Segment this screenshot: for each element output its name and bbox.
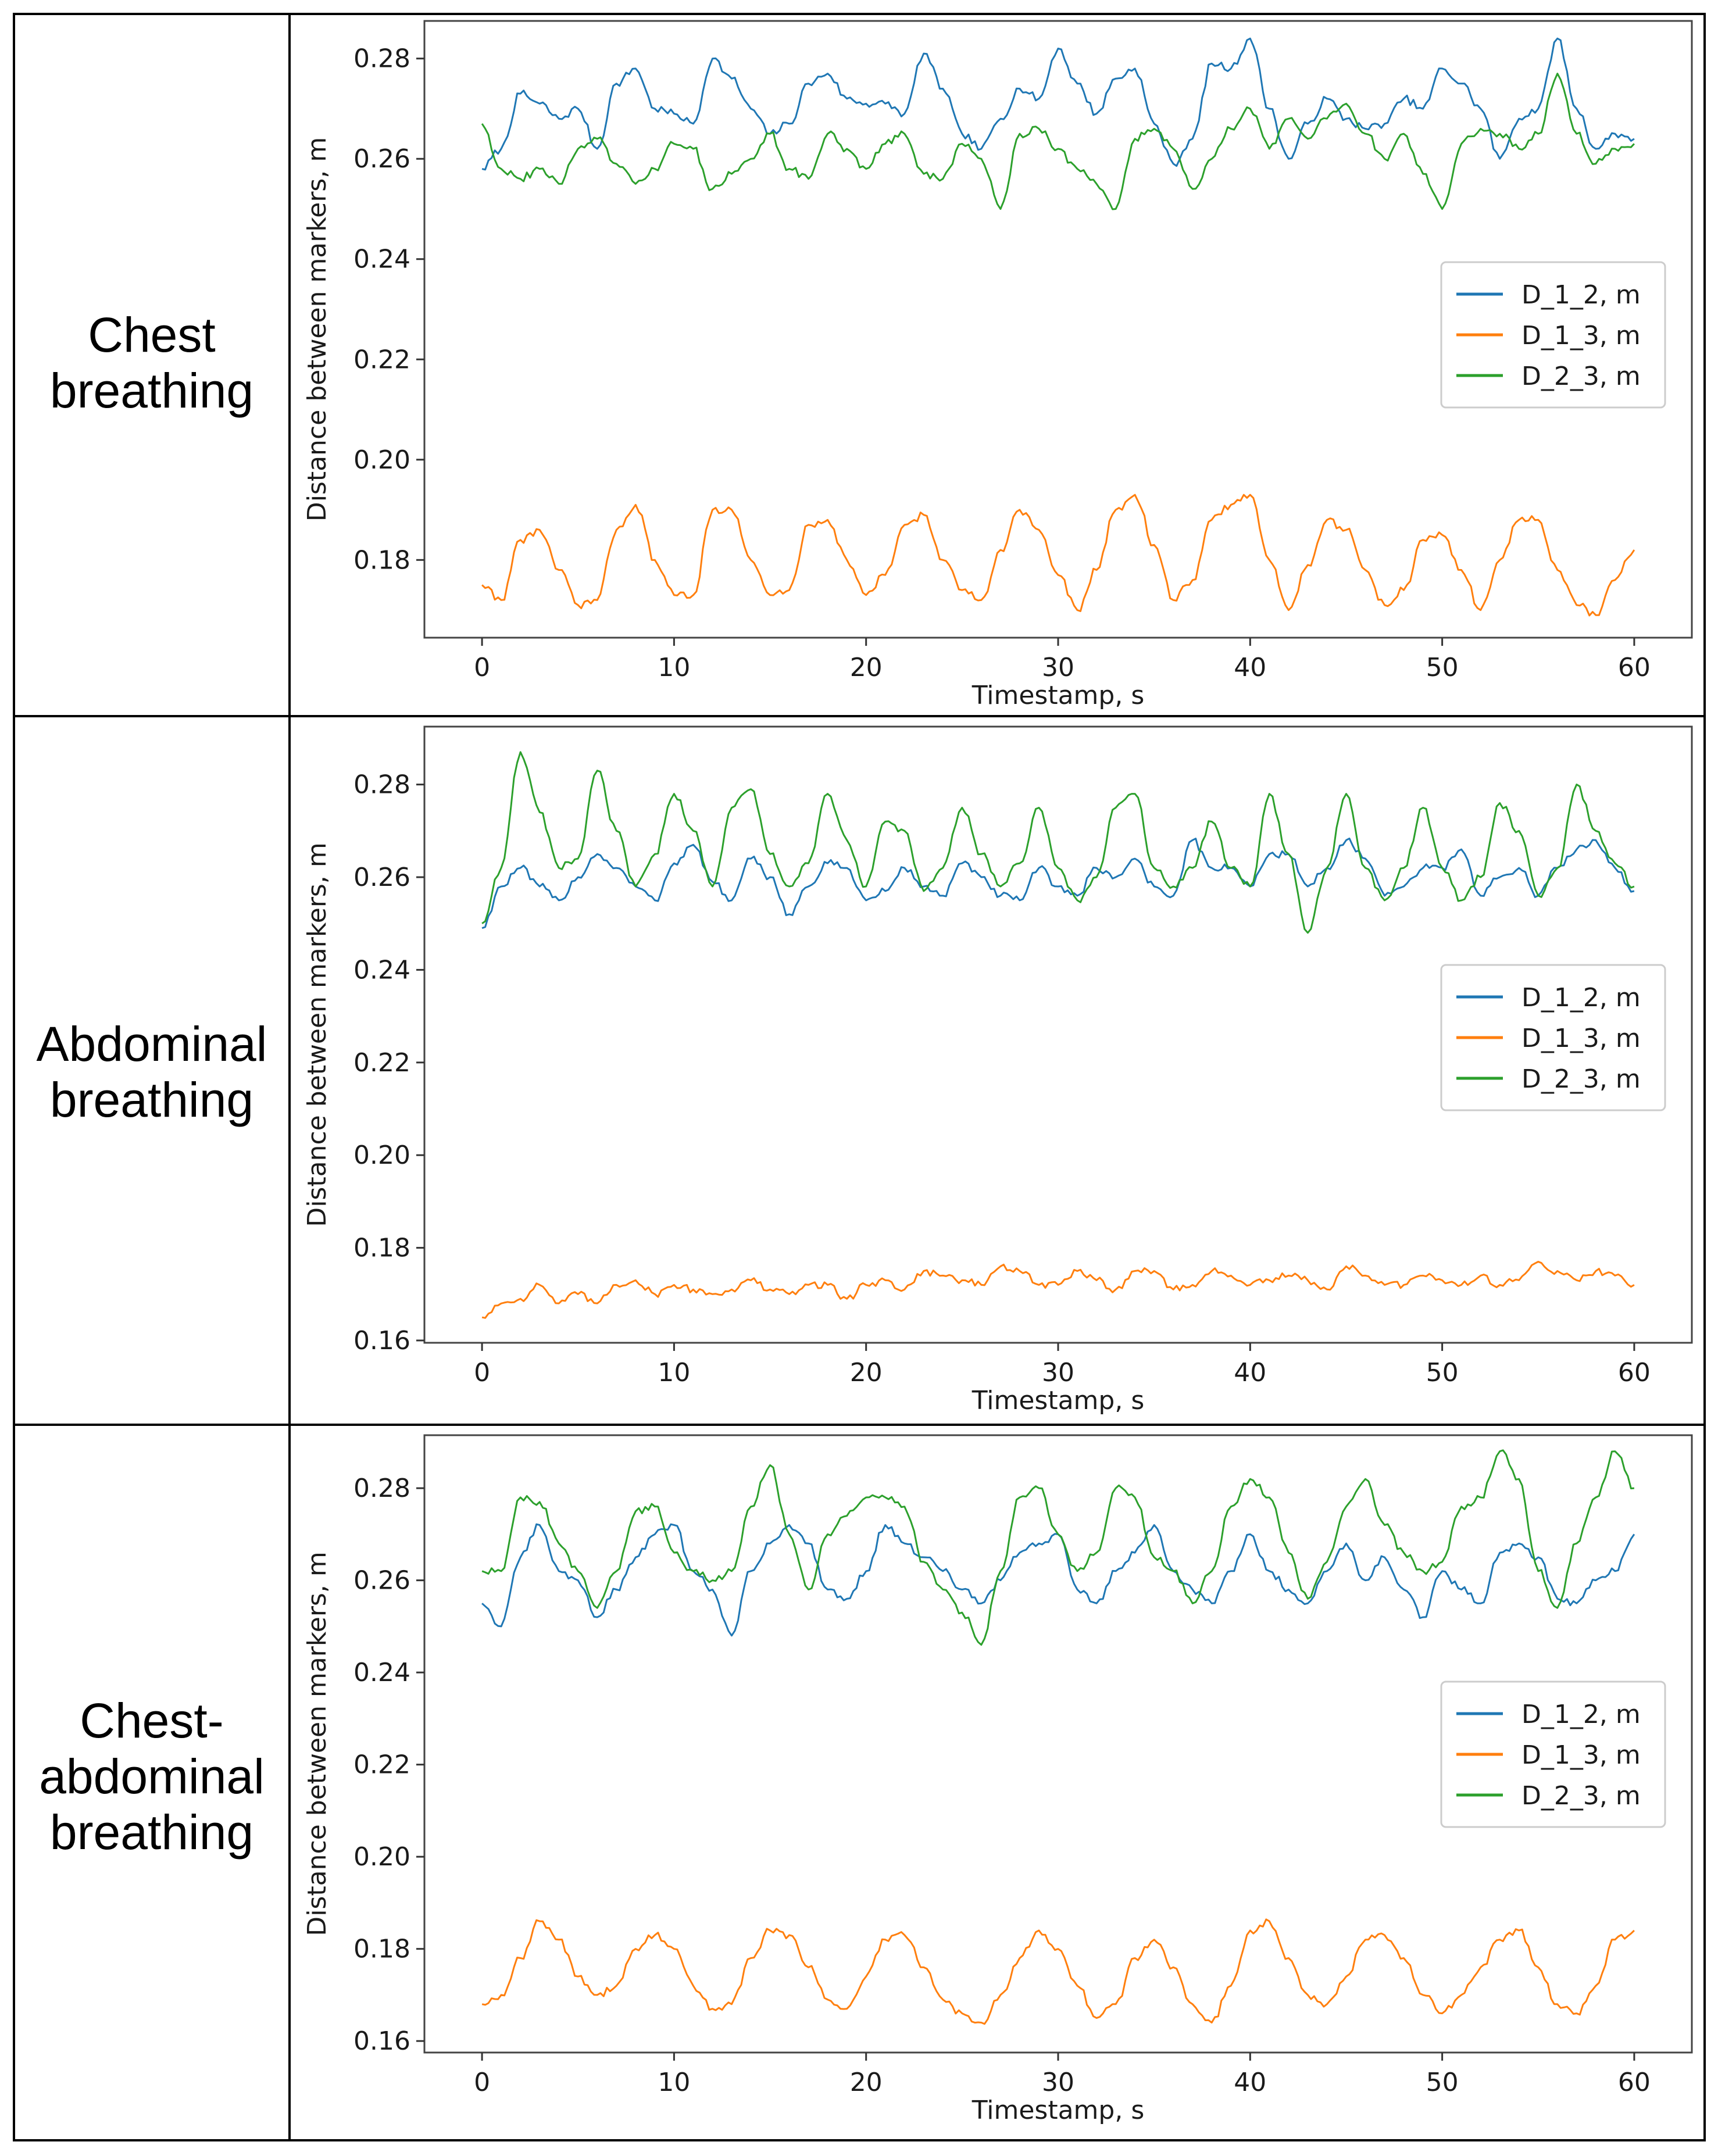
y-tick-label: 0.20 [353, 1140, 410, 1170]
legend-label: D_2_3, m [1521, 1781, 1641, 1811]
y-tick-label: 0.26 [353, 863, 410, 892]
x-axis-label: Timestamp, s [971, 2096, 1145, 2125]
row-label-chest: Chest breathing [14, 307, 290, 419]
row-label-line: breathing [49, 363, 254, 418]
x-tick-label: 20 [850, 1358, 883, 1388]
y-tick-label: 0.20 [353, 1842, 410, 1872]
series-line-d-1-3-m [481, 1918, 1635, 2025]
x-tick-label: 60 [1618, 653, 1651, 682]
x-tick-label: 40 [1234, 1358, 1266, 1388]
x-tick-label: 20 [850, 2068, 883, 2097]
row-label-line: abdominal [39, 1749, 265, 1804]
legend-box [1440, 261, 1666, 409]
y-tick-label: 0.26 [353, 144, 410, 174]
row-label-line: Abdominal [36, 1017, 267, 1071]
legend-label: D_2_3, m [1521, 362, 1641, 391]
y-axis-label: Distance between markers, m [302, 842, 332, 1227]
y-tick-label: 0.20 [353, 445, 410, 475]
legend-box [1440, 1681, 1666, 1828]
y-tick-label: 0.28 [353, 44, 410, 74]
chart-chest-abdominal-breathing: 0 10 20 30 40 50 60 0.16 0.18 0.20 0.22 0.24 0.26 0.2… [302, 1434, 1693, 2125]
row-label-abdominal: Abdominal breathing [14, 1016, 290, 1128]
x-tick-label: 60 [1618, 1358, 1651, 1388]
y-tick-label: 0.26 [353, 1566, 410, 1596]
legend-label: D_1_2, m [1521, 280, 1641, 310]
legend-label: D_1_3, m [1521, 1740, 1641, 1770]
x-tick-label: 50 [1426, 653, 1459, 682]
x-tick-label: 20 [850, 653, 883, 682]
legend-box [1440, 964, 1666, 1111]
y-tick-label: 0.16 [353, 1326, 410, 1356]
y-tick-label: 0.22 [353, 1048, 410, 1078]
legend-label: D_1_2, m [1521, 1700, 1641, 1729]
x-tick-label: 10 [658, 1358, 690, 1388]
y-tick-label: 0.28 [353, 1474, 410, 1503]
x-tick-label: 10 [658, 2068, 690, 2097]
x-tick-label: 50 [1426, 2068, 1459, 2097]
y-tick-label: 0.16 [353, 2026, 410, 2056]
y-tick-label: 0.24 [353, 245, 410, 274]
y-tick-label: 0.24 [353, 955, 410, 985]
legend-label: D_2_3, m [1521, 1064, 1641, 1094]
chart-chest-breathing: 0 10 20 30 40 50 60 0.18 0.20 0.22 0.24 0.26 0.28 Tim… [302, 20, 1693, 710]
x-tick-label: 40 [1234, 2068, 1266, 2097]
x-tick-label: 40 [1234, 653, 1266, 682]
y-tick-label: 0.18 [353, 545, 410, 575]
series-line-d-1-3-m [481, 1261, 1635, 1319]
x-tick-label: 30 [1042, 2068, 1074, 2097]
x-tick-label: 0 [474, 2068, 490, 2097]
y-tick-label: 0.22 [353, 345, 410, 374]
x-tick-label: 10 [658, 653, 690, 682]
row-label-line: Chest [88, 308, 216, 362]
x-tick-label: 30 [1042, 1358, 1074, 1388]
chart-abdominal-breathing: 0 10 20 30 40 50 60 0.16 0.18 0.20 0.22 0.24 0.26 0.2… [302, 725, 1693, 1415]
x-tick-label: 50 [1426, 1358, 1459, 1388]
series-line-d-1-2-m [481, 37, 1635, 171]
x-tick-label: 0 [474, 653, 490, 682]
legend-label: D_1_3, m [1521, 321, 1641, 351]
row-label-line: breathing [49, 1072, 254, 1127]
y-tick-label: 0.18 [353, 1233, 410, 1263]
legend-label: D_1_2, m [1521, 983, 1641, 1013]
series-line-d-2-3-m [481, 1449, 1635, 1646]
series-line-d-2-3-m [481, 751, 1635, 934]
row-label-chest-abdominal: Chest- abdominal breathing [14, 1693, 290, 1860]
y-axis-label: Distance between markers, m [302, 1551, 332, 1936]
y-tick-label: 0.24 [353, 1658, 410, 1687]
legend-label: D_1_3, m [1521, 1024, 1641, 1053]
series-line-d-2-3-m [481, 73, 1635, 210]
row-label-line: Chest- [80, 1693, 224, 1748]
series-line-d-1-3-m [481, 494, 1635, 617]
y-axis-label: Distance between markers, m [302, 137, 332, 521]
x-tick-label: 0 [474, 1358, 490, 1388]
x-axis-label: Timestamp, s [971, 681, 1145, 710]
y-tick-label: 0.18 [353, 1935, 410, 1964]
y-tick-label: 0.28 [353, 770, 410, 800]
x-axis-label: Timestamp, s [971, 1386, 1145, 1415]
x-tick-label: 30 [1042, 653, 1074, 682]
row-label-line: breathing [49, 1805, 254, 1860]
x-tick-label: 60 [1618, 2068, 1651, 2097]
y-tick-label: 0.22 [353, 1750, 410, 1780]
